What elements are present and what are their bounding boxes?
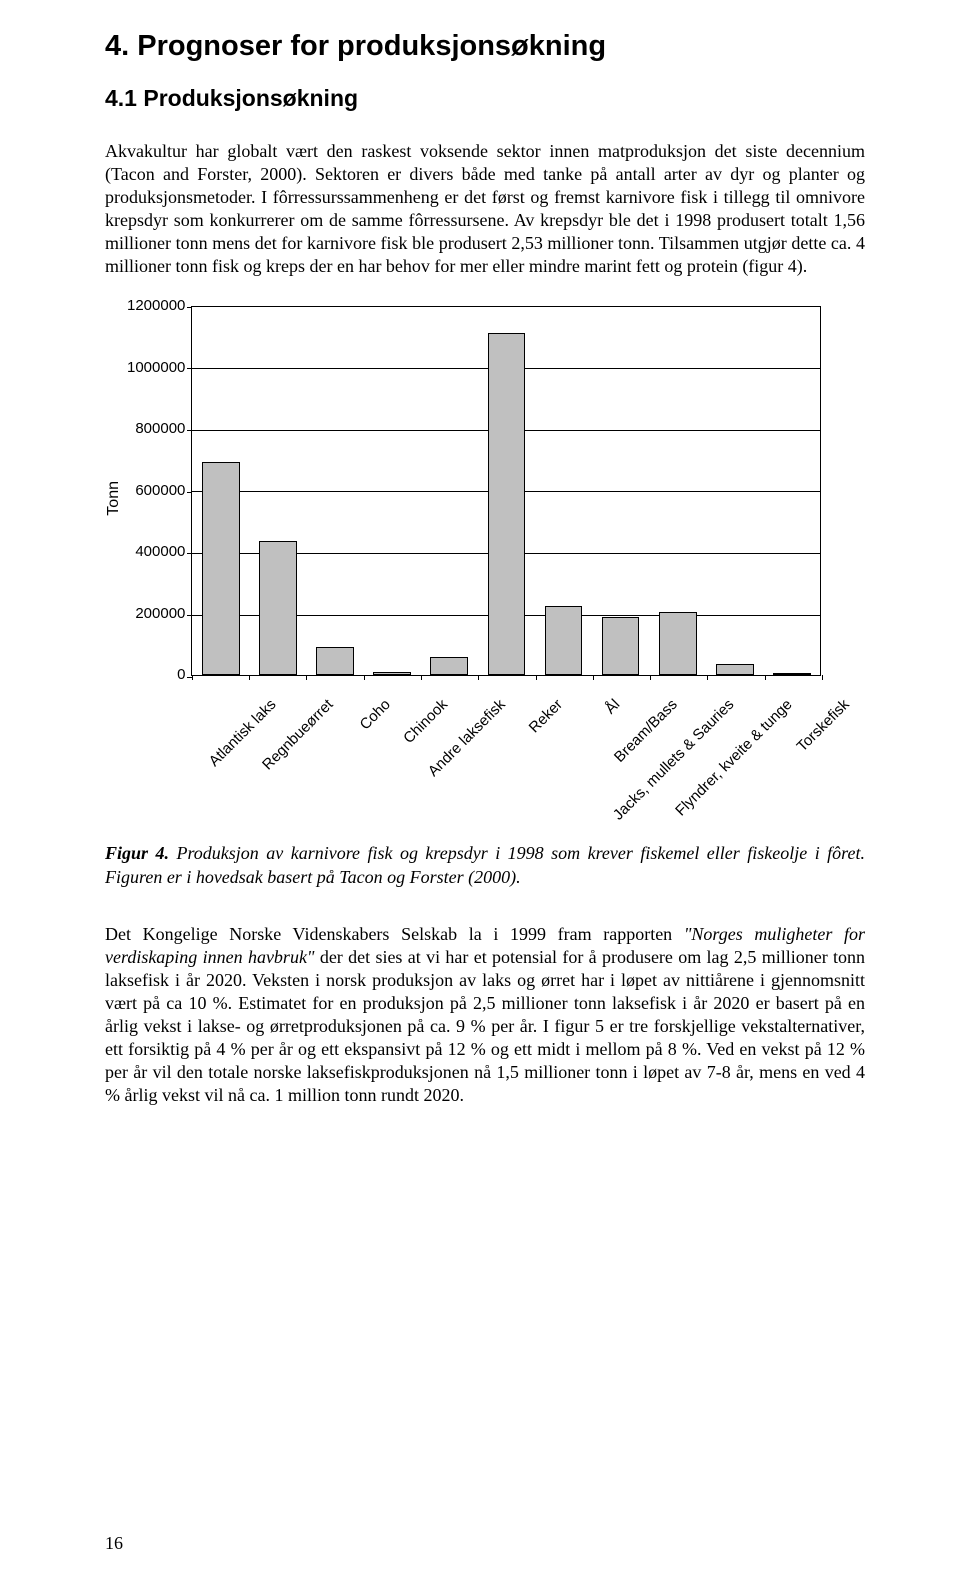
caption-text: Produksjon av karnivore fisk og krepsdyr… (105, 843, 865, 886)
para2-b: der det sies at vi har et potensial for … (105, 947, 865, 1105)
subsection-heading: 4.1 Produksjonsøkning (105, 85, 865, 112)
bar (202, 462, 240, 675)
y-tick: 200000 (135, 606, 185, 621)
bar (316, 647, 354, 675)
y-tick: 1200000 (127, 298, 185, 313)
page-number: 16 (105, 1533, 123, 1554)
caption-label: Figur 4. (105, 843, 169, 863)
paragraph-2: Det Kongelige Norske Videnskabers Selska… (105, 923, 865, 1107)
y-axis-label: Tonn (105, 481, 123, 516)
x-axis-label: Flyndrer, kveite & tunge (672, 696, 795, 819)
y-tick: 600000 (135, 483, 185, 498)
x-axis-label: Coho (357, 696, 394, 733)
y-axis-ticks: 1200000 1000000 800000 600000 400000 200… (127, 298, 191, 682)
x-axis-label: Reker (526, 696, 566, 736)
section-heading: 4. Prognoser for produksjonsøkning (105, 30, 865, 63)
y-tick: 1000000 (127, 360, 185, 375)
para2-a: Det Kongelige Norske Videnskabers Selska… (105, 924, 684, 944)
paragraph-1: Akvakultur har globalt vært den raskest … (105, 140, 865, 278)
y-tick: 400000 (135, 544, 185, 559)
bar (545, 606, 583, 675)
y-tick: 0 (177, 667, 185, 682)
bar (716, 664, 754, 675)
bar (259, 541, 297, 675)
bar (659, 612, 697, 675)
x-axis-label: Torskefisk (793, 696, 852, 755)
figure-caption: Figur 4. Produksjon av karnivore fisk og… (105, 842, 865, 889)
bar (488, 333, 526, 675)
figure-4-chart: Tonn 1200000 1000000 800000 600000 40000… (105, 306, 865, 820)
bar (602, 617, 640, 676)
y-tick: 800000 (135, 421, 185, 436)
x-axis-label: Ål (602, 696, 623, 717)
x-axis-labels: Atlantisk laksRegnbueørretCohoChinookAnd… (235, 690, 865, 820)
x-axis-label: Chinook (401, 696, 452, 747)
plot-area (191, 306, 821, 676)
bar (430, 657, 468, 676)
